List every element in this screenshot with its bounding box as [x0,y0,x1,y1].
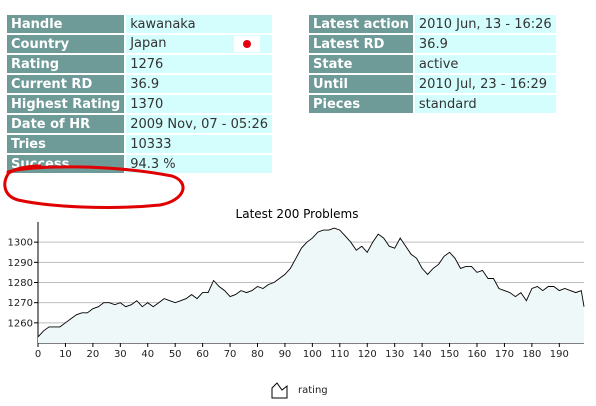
stats-label: Handle [7,15,125,33]
stats-label: Highest Rating [7,95,125,113]
x-tick-label: 120 [358,349,377,360]
stats-label: Tries [7,135,125,153]
rating-chart: Latest 200 Problems 12601270128012901300… [8,207,585,399]
x-tick-label: 70 [224,349,237,360]
x-tick-label: 140 [413,349,432,360]
stats-label: Current RD [7,75,125,93]
x-tick-label: 60 [196,349,209,360]
series-area-rating [38,228,584,343]
stats-value: 36.9 [414,35,556,53]
stats-value: 1370 [126,95,273,113]
legend-label-rating: rating [298,385,328,396]
stats-row: State active [309,55,556,73]
stats-label: Success [7,155,125,173]
x-tick-label: 90 [279,349,292,360]
stats-value: kawanaka [126,15,273,33]
activity-stats-table: Latest action 2010 Jun, 13 - 16:26 Lates… [307,13,558,115]
stats-row: Tries 10333 [7,135,273,153]
stats-value: 2010 Jul, 23 - 16:29 [414,75,556,93]
y-tick-label: 1260 [8,318,33,329]
x-tick-label: 150 [440,349,459,360]
x-tick-label: 190 [550,349,569,360]
x-tick-label: 80 [251,349,264,360]
y-tick-label: 1290 [8,258,33,269]
stats-value-country: Japan [126,35,273,53]
x-tick-label: 50 [169,349,182,360]
stats-value: 2010 Jun, 13 - 16:26 [414,15,556,33]
stats-value: active [414,55,556,73]
stats-row: Current RD 36.9 [7,75,273,93]
y-tick-label: 1270 [8,298,33,309]
x-tick-label: 180 [522,349,541,360]
stats-label: Until [309,75,413,93]
stats-value: standard [414,95,556,113]
y-axis-ticks: 1260 1270 1280 1290 1300 [8,238,38,329]
x-tick-label: 30 [114,349,127,360]
stats-row: Pieces standard [309,95,556,113]
stats-label: Pieces [309,95,413,113]
x-tick-label: 10 [59,349,72,360]
stats-row: Latest RD 36.9 [309,35,556,53]
stats-row: Highest Rating 1370 [7,95,273,113]
stats-label: Latest action [309,15,413,33]
legend-area-icon [271,382,288,399]
x-tick-label: 100 [303,349,322,360]
x-tick-label: 130 [385,349,404,360]
x-tick-label: 170 [495,349,514,360]
stats-value: 2009 Nov, 07 - 05:26 [126,115,273,133]
activity-stats-body: Latest action 2010 Jun, 13 - 16:26 Lates… [309,15,556,113]
chart-series [37,227,585,343]
x-tick-label: 160 [467,349,486,360]
flag-red-disc [243,40,252,48]
stats-label: State [309,55,413,73]
chart-legend: rating [271,382,328,399]
stats-row: Date of HR 2009 Nov, 07 - 05:26 [7,115,273,133]
x-tick-label: 20 [87,349,100,360]
stats-label: Latest RD [309,35,413,53]
stats-row: Success 94.3 % [7,155,273,173]
country-text: Japan [130,36,167,51]
stats-value: 10333 [126,135,273,153]
stats-row: Until 2010 Jul, 23 - 16:29 [309,75,556,93]
stats-label: Rating [7,55,125,73]
japan-flag-icon [234,36,261,52]
profile-stats-table: Handle kawanaka Country Japan Rating 127… [5,13,274,175]
stats-row: Country Japan [7,35,273,53]
x-tick-label: 0 [35,349,41,360]
profile-stats-body: Handle kawanaka Country Japan Rating 127… [7,15,273,173]
stats-label: Date of HR [7,115,125,133]
chart-title: Latest 200 Problems [236,207,359,221]
y-tick-label: 1280 [8,278,33,289]
y-tick-label: 1300 [8,238,33,249]
stats-row: Handle kawanaka [7,15,273,33]
stats-value: 1276 [126,55,273,73]
stats-value: 94.3 % [126,155,273,173]
stats-row: Latest action 2010 Jun, 13 - 16:26 [309,15,556,33]
x-tick-label: 110 [330,349,349,360]
stats-label: Country [7,35,125,53]
stats-row: Rating 1276 [7,55,273,73]
x-tick-label: 40 [141,349,154,360]
x-axis-ticks: 0 10 20 30 40 50 60 70 80 90 100 110 120 130 140 150 160… [35,343,569,360]
stats-value: 36.9 [126,75,273,93]
series-line-rating [37,227,585,338]
